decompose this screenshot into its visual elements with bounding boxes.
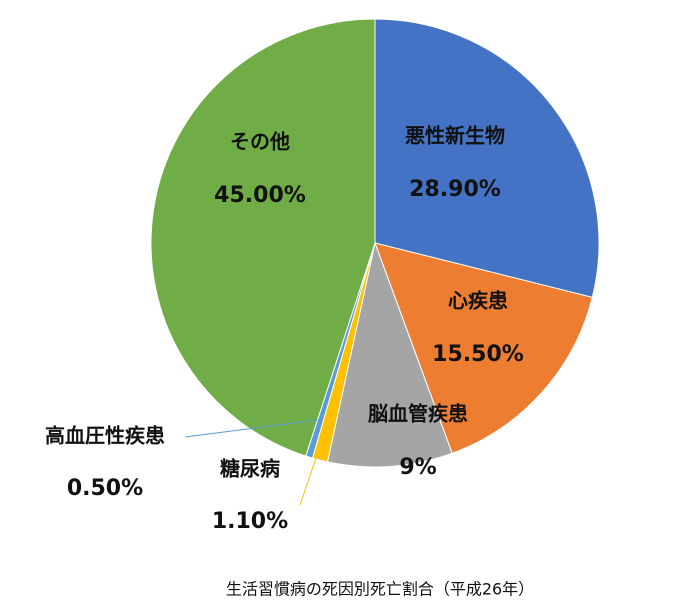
value-label: 28.90%: [409, 177, 501, 202]
slice-label: 心疾患: [448, 289, 508, 313]
pie-slice: [326, 241, 453, 468]
leader-line: [299, 451, 319, 506]
pie-slice: [374, 242, 593, 454]
slice-label: 脳血管疾患: [367, 402, 468, 426]
slice-label: 糖尿病: [220, 457, 280, 481]
value-label: 0.50%: [67, 476, 143, 501]
value-label: 15.50%: [432, 342, 524, 367]
value-label: 45.00%: [214, 183, 306, 208]
pie-slice: [150, 18, 376, 457]
slice-label: その他: [230, 130, 290, 154]
value-label: 9%: [399, 455, 436, 480]
pie-slice: [374, 18, 600, 298]
leader-line: [184, 419, 319, 438]
value-label: 1.10%: [212, 509, 288, 534]
chart-title: 生活習慣病の死因別死亡割合（平成26年）: [226, 580, 534, 599]
slice-label: 高血圧性疾患: [45, 424, 165, 448]
slice-label: 悪性新生物: [405, 124, 505, 148]
